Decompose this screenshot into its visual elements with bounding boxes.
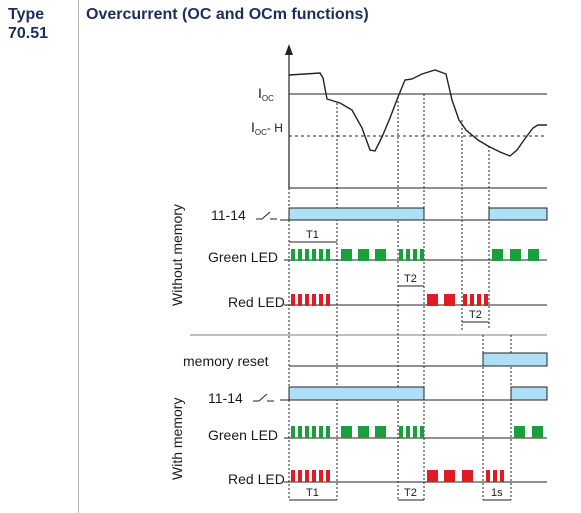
- type-number: 70.51: [8, 25, 49, 42]
- contact-switch-icon: [253, 393, 274, 402]
- svg-text:1s: 1s: [491, 487, 503, 499]
- column-divider: [78, 0, 79, 513]
- y-axis-arrow-icon: [285, 44, 293, 55]
- current-curve: [288, 69, 547, 157]
- red-led-row-1: Red LED: [228, 294, 547, 310]
- green-led-label-2: Green LED: [208, 427, 278, 443]
- contact-switch-icon: [256, 211, 277, 220]
- memory-reset-row: memory reset: [183, 352, 548, 369]
- contact-row-2: 11-14: [208, 386, 548, 406]
- contact-on-block: [288, 207, 425, 221]
- contact-on-block: [510, 386, 548, 401]
- svg-text:T2: T2: [404, 273, 417, 285]
- red-led-label-1: Red LED: [228, 294, 285, 310]
- svg-text:T1: T1: [306, 229, 319, 241]
- red-led-label-2: Red LED: [228, 471, 285, 487]
- t2-top-marker-b: T2: [462, 309, 489, 323]
- t1-bottom-marker: T1: [289, 487, 337, 501]
- current-graph: IOC IOC- H: [251, 44, 547, 189]
- with-memory-label: With memory: [169, 398, 185, 480]
- t2-bottom-marker: T2: [398, 487, 424, 501]
- timing-guides: [288, 94, 512, 500]
- t1-top-marker: T1: [289, 229, 337, 243]
- contact-label-2: 11-14: [208, 390, 243, 406]
- diagram-title: Overcurrent (OC and OCm functions): [86, 6, 369, 23]
- ioc-label: IOC: [258, 85, 274, 103]
- one-second-marker: 1s: [483, 487, 511, 501]
- green-led-label-1: Green LED: [208, 249, 278, 265]
- contact-on-block: [288, 386, 425, 401]
- without-memory-label: Without memory: [169, 204, 185, 306]
- contact-label-1: 11-14: [211, 207, 246, 223]
- type-label: Type: [8, 6, 45, 23]
- red-led-row-2: Red LED: [228, 470, 547, 487]
- svg-text:T1: T1: [306, 487, 319, 499]
- t2-top-marker-a: T2: [398, 273, 424, 287]
- ioc-h-label: IOC- H: [251, 119, 283, 137]
- memory-reset-block: [482, 352, 548, 367]
- green-led-row-2: Green LED: [208, 426, 547, 443]
- contact-row-1: 11-14: [211, 207, 548, 223]
- svg-text:T2: T2: [469, 309, 482, 321]
- svg-text:T2: T2: [404, 487, 417, 499]
- contact-on-block: [488, 207, 548, 221]
- green-led-row-1: Green LED: [208, 249, 547, 265]
- memory-reset-label: memory reset: [183, 353, 269, 369]
